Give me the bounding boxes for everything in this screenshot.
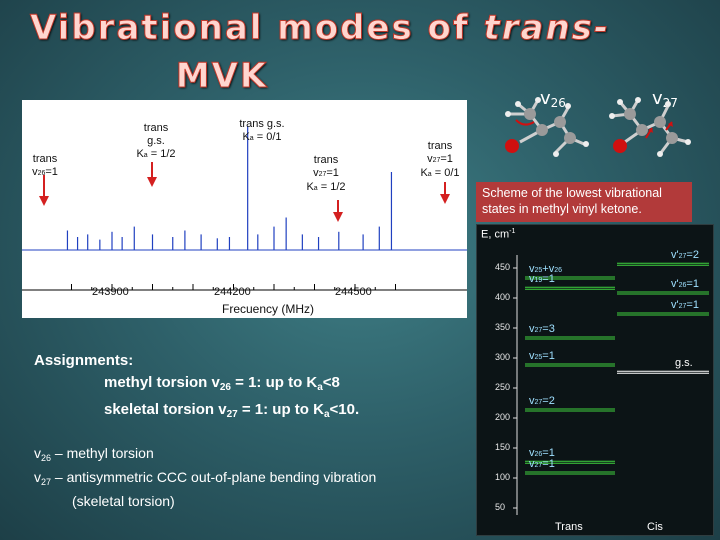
spectrum-svg — [22, 126, 467, 291]
cis-level-label: v'27=1 — [671, 299, 699, 311]
energy-axis-label: E, cm-1 — [481, 228, 516, 241]
energy-y-tick-label: 350 — [495, 322, 511, 332]
trans-level-label: v26=1 — [529, 447, 555, 460]
arrow-v27-01-head — [440, 194, 450, 204]
freq-tick-244500: 244500 — [335, 286, 372, 298]
trans-level-label: v19=1 — [529, 273, 555, 286]
energy-level-diagram: E, cm-1 450 400 350 300 250 200 150 100 50 v25+v2… — [476, 224, 714, 536]
scheme-caption: Scheme of the lowest vibrational states … — [476, 182, 692, 222]
slide-title-line2: MVK — [175, 56, 269, 97]
description-v27-note: (skeletal torsion) — [72, 493, 175, 509]
assignment-row-v26: methyl torsion v26 = 1: up to Ka<8 — [104, 374, 340, 393]
mode-descriptions: v26 – methyl torsion v27 – antisymmetric… — [34, 444, 376, 511]
cis-level-label: v'26=1 — [671, 278, 699, 290]
trans-level-label: v25+v26 — [529, 263, 563, 275]
freq-tick-244200: 244200 — [214, 286, 251, 298]
label-v27-01: trans v27=1 Ka = 0/1 — [420, 140, 460, 179]
description-v26: v26 – methyl torsion — [34, 445, 154, 463]
label-v27-half: trans v27=1 Ka = 1/2 — [306, 154, 346, 193]
energy-x-label-cis: Cis — [647, 521, 663, 533]
spectrum-plot: trans v26=1 trans g.s. Ka = 1/2 trans g.s… — [22, 100, 467, 318]
energy-y-tick-label: 50 — [495, 502, 506, 512]
energy-svg — [513, 255, 709, 515]
spectrum-arrows — [39, 162, 450, 222]
energy-y-tick-label: 200 — [495, 412, 511, 422]
energy-y-tick-label: 150 — [495, 442, 511, 452]
freq-axis-title: Frecuency (MHz) — [222, 302, 315, 316]
energy-y-tick-label: 450 — [495, 262, 511, 272]
label-gs-half: trans g.s. Ka = 1/2 — [136, 122, 176, 160]
label-v26: trans v26=1 — [32, 153, 58, 178]
trans-level-label: v25=1 — [529, 350, 555, 362]
assignments-block: Assignments: methyl torsion v26 = 1: up … — [34, 350, 359, 426]
trans-level-label: v27=3 — [529, 323, 555, 335]
trans-level-label: v27=1 — [529, 458, 555, 470]
cis-level-label: v'27=2 — [671, 249, 699, 262]
arrow-v27-half-head — [333, 212, 343, 222]
energy-x-label-trans: Trans — [555, 521, 583, 533]
arrow-gs-half-head — [147, 177, 157, 187]
energy-y-tick-label: 300 — [495, 352, 511, 362]
energy-y-tick-label: 250 — [495, 382, 511, 392]
assignment-row-v27: skeletal torsion v27 = 1: up to Ka<10. — [104, 401, 360, 420]
mode-label-v26: v26 — [540, 88, 566, 110]
slide-title-line1: Vibrational modes of trans- — [29, 8, 611, 49]
molecule-v27-image — [609, 97, 691, 157]
cis-level-label: g.s. — [675, 357, 693, 370]
label-gs-01: trans g.s. Ka = 0/1 — [239, 118, 285, 143]
arrow-v26-head — [39, 196, 49, 206]
energy-y-tick-label: 400 — [495, 292, 511, 302]
freq-tick-243900: 243900 — [92, 286, 129, 298]
molecule-v26-image — [505, 97, 589, 157]
energy-y-tick-label: 100 — [495, 472, 511, 482]
assignments-heading: Assignments: — [34, 352, 134, 369]
trans-level-label: v27=2 — [529, 395, 555, 407]
description-v27: v27 – antisymmetric CCC out-of-plane ben… — [34, 469, 377, 487]
